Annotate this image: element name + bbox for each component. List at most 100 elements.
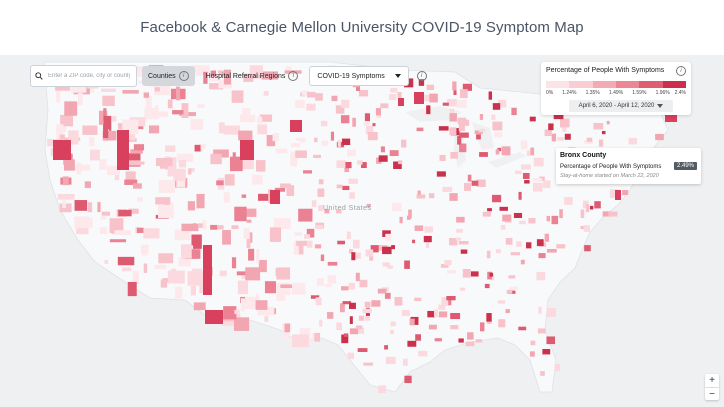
county-region[interactable] [414,297,422,302]
county-region[interactable] [172,110,184,115]
county-region[interactable] [327,275,337,284]
county-region[interactable] [394,296,403,306]
county-region[interactable] [307,91,316,98]
county-region[interactable] [390,321,396,327]
county-region[interactable] [158,253,174,264]
county-region[interactable] [320,120,328,127]
county-region[interactable] [349,302,356,309]
county-region[interactable] [276,267,290,280]
county-region[interactable] [104,259,109,264]
county-region[interactable] [475,339,483,343]
county-region[interactable] [336,160,347,168]
county-region[interactable] [275,148,288,154]
county-region[interactable] [285,66,292,70]
county-region[interactable] [133,66,146,77]
county-region[interactable] [109,239,126,243]
county-region[interactable] [358,315,364,321]
county-region[interactable] [439,154,446,161]
county-region[interactable] [628,137,637,145]
county-region[interactable] [240,140,254,160]
county-region[interactable] [423,235,432,243]
county-region[interactable] [502,214,512,222]
county-region[interactable] [414,92,424,104]
county-region[interactable] [127,281,137,297]
county-region[interactable] [282,326,290,340]
county-region[interactable] [246,208,257,217]
county-region[interactable] [263,90,269,96]
county-region[interactable] [209,83,224,90]
county-region[interactable] [615,190,621,200]
county-region[interactable] [488,91,493,100]
county-region[interactable] [562,123,567,132]
county-region[interactable] [98,110,108,125]
county-region[interactable] [200,144,206,149]
county-region[interactable] [499,206,508,211]
county-region[interactable] [62,200,67,208]
county-region[interactable] [497,300,506,304]
county-region[interactable] [144,108,159,120]
county-region[interactable] [538,253,546,259]
county-region[interactable] [251,174,263,185]
county-region[interactable] [428,193,435,199]
county-region[interactable] [337,240,345,245]
county-region[interactable] [318,205,324,212]
county-region[interactable] [580,209,585,218]
county-region[interactable] [306,240,313,248]
county-region[interactable] [118,209,132,217]
county-region[interactable] [372,123,376,127]
county-region[interactable] [294,232,302,236]
county-region[interactable] [401,309,410,316]
county-region[interactable] [522,172,530,179]
county-region[interactable] [290,143,301,148]
county-region[interactable] [349,316,353,324]
county-region[interactable] [233,317,250,331]
county-region[interactable] [352,117,356,127]
county-region[interactable] [331,95,338,102]
county-region[interactable] [464,119,470,126]
county-region[interactable] [342,301,352,305]
county-region[interactable] [442,102,449,106]
county-region[interactable] [239,114,256,123]
county-region[interactable] [352,239,360,249]
county-region[interactable] [506,289,513,294]
county-region[interactable] [369,255,374,261]
county-region[interactable] [56,126,67,133]
county-region[interactable] [370,245,379,253]
county-region[interactable] [529,351,535,357]
county-region[interactable] [586,137,593,142]
search-input[interactable] [46,72,132,80]
county-region[interactable] [530,147,535,156]
county-region[interactable] [114,230,131,236]
county-region[interactable] [348,178,358,184]
county-region[interactable] [79,229,84,234]
county-region[interactable] [241,194,247,198]
county-region[interactable] [384,292,391,299]
county-region[interactable] [292,334,309,348]
county-region[interactable] [295,150,307,158]
county-region[interactable] [378,385,387,394]
county-region[interactable] [391,245,396,250]
county-region[interactable] [438,311,448,318]
county-region[interactable] [412,239,416,244]
county-region[interactable] [143,228,160,239]
county-region[interactable] [137,197,143,202]
county-region[interactable] [210,153,222,165]
county-region[interactable] [492,121,503,131]
county-region[interactable] [464,182,471,191]
county-region[interactable] [509,286,518,290]
county-region[interactable] [295,99,305,108]
county-region[interactable] [316,278,324,286]
county-region[interactable] [240,298,246,312]
county-region[interactable] [409,318,415,326]
county-region[interactable] [403,358,408,366]
county-region[interactable] [544,233,550,242]
county-region[interactable] [433,309,438,317]
county-region[interactable] [223,192,230,203]
symptom-select[interactable]: COVID-19 Symptoms [309,66,409,86]
county-region[interactable] [216,180,224,186]
county-region[interactable] [436,171,446,177]
county-region[interactable] [234,206,247,222]
county-region[interactable] [393,161,402,169]
county-region[interactable] [210,70,217,79]
county-region[interactable] [458,122,465,132]
